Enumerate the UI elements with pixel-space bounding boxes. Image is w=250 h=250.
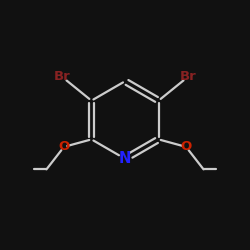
Text: O: O — [58, 140, 70, 153]
Text: N: N — [119, 151, 131, 166]
Text: Br: Br — [54, 70, 70, 83]
Text: Br: Br — [180, 70, 196, 83]
Text: O: O — [180, 140, 192, 153]
